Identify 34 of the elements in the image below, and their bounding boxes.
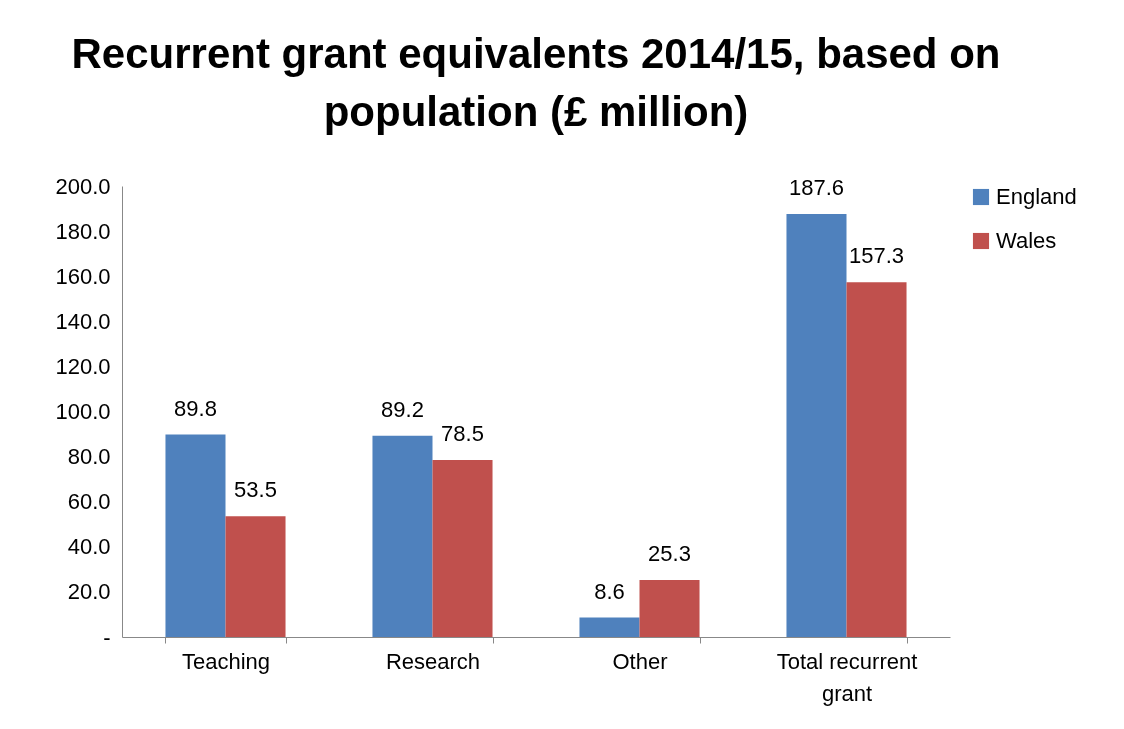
data-label: 53.5: [234, 477, 277, 503]
y-tick-label: 160.0: [55, 263, 111, 289]
y-tick-label: 80.0: [67, 444, 111, 470]
bar: [846, 282, 907, 637]
bar: [432, 459, 493, 637]
y-tick-label: 100.0: [55, 399, 111, 424]
data-label: 187.6: [788, 174, 845, 200]
data-label: 78.5: [441, 420, 484, 446]
data-label: 157.3: [848, 243, 905, 269]
y-tick-label: 140.0: [55, 308, 111, 334]
y-tick-label: 60.0: [67, 489, 111, 515]
legend-label: Wales: [996, 228, 1057, 253]
data-label: 89.2: [381, 396, 424, 422]
y-tick-label: 180.0: [55, 218, 111, 244]
x-tick-label: Research: [385, 648, 481, 674]
x-tick-label: Teaching: [181, 648, 271, 674]
data-label: 8.6: [594, 578, 625, 604]
bar: [165, 434, 226, 637]
bar: [579, 617, 640, 637]
x-tick-label: Other: [612, 648, 668, 674]
data-label: 25.3: [648, 540, 691, 566]
legend-label: England: [996, 184, 1077, 209]
y-tick-label: -: [103, 624, 111, 650]
x-tick-label: Total recurrent grant: [776, 648, 918, 706]
bar: [786, 213, 847, 637]
chart-title: Recurrent grant equivalents 2014/15, based on population (£ million): [71, 30, 1001, 135]
bar: [372, 435, 433, 637]
y-tick-label: 20.0: [67, 579, 111, 605]
y-tick-label: 200.0: [55, 173, 111, 199]
bar: [639, 579, 700, 637]
y-tick-label: 120.0: [55, 353, 111, 379]
bar: [225, 516, 286, 637]
y-tick-label: 40.0: [67, 534, 111, 560]
data-label: 89.8: [174, 395, 217, 421]
